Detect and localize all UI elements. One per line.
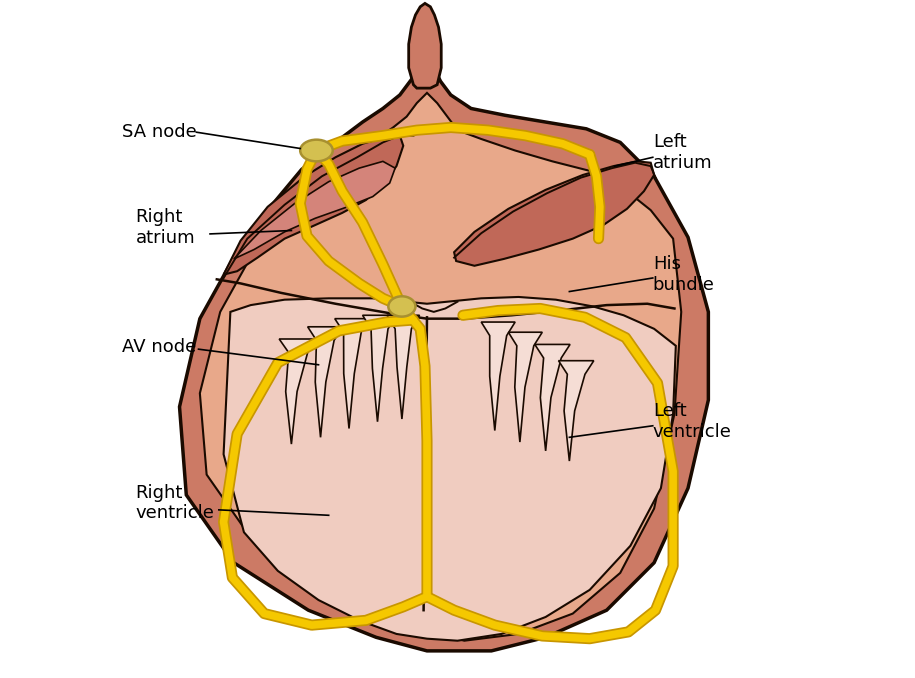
Polygon shape (387, 315, 420, 419)
Polygon shape (534, 344, 570, 451)
Polygon shape (307, 327, 343, 437)
Polygon shape (362, 315, 396, 422)
Polygon shape (233, 161, 395, 259)
Text: AV node: AV node (122, 338, 196, 356)
Polygon shape (279, 339, 318, 444)
Text: Left
ventricle: Left ventricle (652, 402, 732, 441)
Text: His
bundle: His bundle (652, 255, 715, 294)
Text: Right
ventricle: Right ventricle (135, 483, 214, 523)
Polygon shape (335, 319, 370, 428)
Text: SA node: SA node (122, 123, 197, 141)
Polygon shape (223, 136, 404, 275)
Text: Right
atrium: Right atrium (135, 207, 195, 247)
Ellipse shape (388, 296, 415, 317)
Polygon shape (558, 361, 594, 461)
Polygon shape (509, 332, 543, 442)
Polygon shape (223, 297, 676, 641)
Polygon shape (409, 3, 441, 88)
Polygon shape (454, 161, 654, 266)
Text: Left
atrium: Left atrium (652, 133, 713, 172)
Polygon shape (179, 58, 708, 651)
Ellipse shape (300, 140, 333, 161)
Polygon shape (199, 93, 682, 641)
Polygon shape (481, 322, 515, 431)
